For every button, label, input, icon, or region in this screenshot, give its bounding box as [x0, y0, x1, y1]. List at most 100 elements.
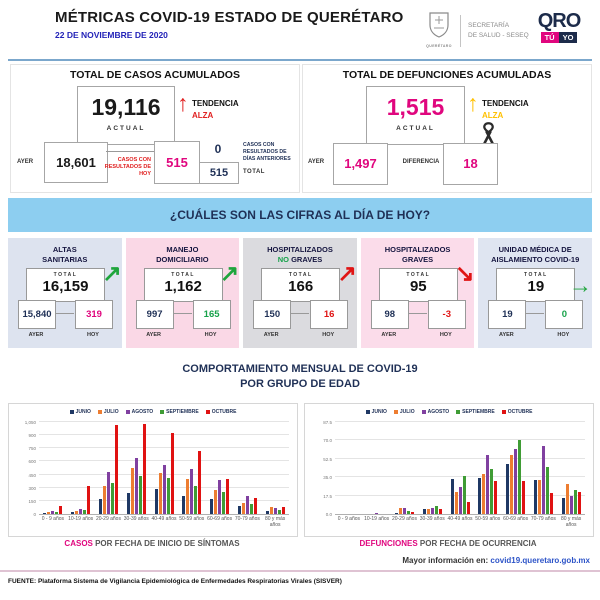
gridline: [335, 476, 585, 478]
legend-item: JUNIO: [69, 409, 91, 415]
header-rule: [8, 59, 592, 61]
daily-metric-panels-row: ALTAS SANITARIAS TOTAL 16,159 ↗ 15,840 319 AYER…: [8, 238, 592, 348]
bar: [253, 498, 257, 514]
more-info-link[interactable]: covid19.queretaro.gob.mx: [490, 556, 590, 565]
mourning-ribbon-icon: [481, 121, 496, 150]
legend-item: AGOSTO: [125, 409, 153, 415]
legend-swatch: [456, 410, 461, 414]
legend-swatch: [393, 410, 398, 414]
metric-hoy-label: HOY: [87, 332, 99, 338]
bar: [510, 455, 514, 514]
legend-item: JUNIO: [365, 409, 387, 415]
gridline: [39, 421, 289, 422]
bar-group: [529, 422, 557, 514]
bar: [75, 510, 79, 514]
daily-figures-banner: ¿CUÁLES SON LAS CIFRAS AL DÍA DE HOY?: [8, 198, 592, 232]
x-axis-tick-label: 20-29 años: [95, 516, 121, 522]
bar: [249, 503, 253, 514]
metric-panel: UNIDAD MÉDICA DE AISLAMIENTO COVID-19 TOTA…: [478, 238, 592, 348]
legend-swatch: [501, 410, 506, 414]
bar: [142, 423, 146, 514]
qro-logo: QRO TÚ YO: [530, 11, 588, 43]
bar-group: [502, 422, 530, 514]
bar: [265, 510, 269, 514]
legend-swatch: [421, 410, 426, 414]
queretaro-coat-of-arms: QUERÉTARO: [424, 11, 454, 48]
charts-section-title: COMPORTAMIENTO MENSUAL DE COVID-19 POR G…: [0, 362, 600, 393]
y-axis-tick-label: 0.0: [325, 512, 332, 517]
metric-title-segment: DOMICILIARIO: [156, 255, 209, 265]
metric-panel-title: MANEJO DOMICILIARIO: [126, 245, 240, 265]
casos-total-box: 515: [199, 162, 239, 184]
secretaria-line2: DE SALUD - SESEQ: [468, 31, 529, 39]
bar: [79, 508, 83, 514]
x-axis-tick-label: 80 y más años: [264, 516, 286, 528]
x-axis-tick-label: 70-79 años: [234, 516, 260, 522]
casos-ayer-box: 18,601: [44, 142, 108, 183]
casos-total-label: TOTAL: [243, 169, 265, 175]
x-axis-labels: 0 - 9 años 10-19 años 20-29 años 30-39 años…: [335, 516, 585, 528]
cases-by-age-chart: JUNIO JULIO AGOSTO SEPTIEMBRE OCTUBRE 0 150 300…: [8, 403, 298, 537]
metric-trend-arrow-icon: ↗: [219, 260, 240, 286]
bar-group: [39, 422, 67, 514]
bar: [218, 480, 222, 514]
metric-panel: ALTAS SANITARIAS TOTAL 16,159 ↗ 15,840 319 AYER…: [8, 238, 122, 348]
x-axis-tick-label: 30-39 años: [419, 516, 445, 522]
qro-logo-text: QRO: [537, 10, 582, 32]
metric-ayer-label: AYER: [263, 332, 279, 338]
metric-panel: HOSPITALIZADOS GRAVES TOTAL 95 ↘ 98 -3 AYER HOY: [360, 238, 475, 348]
gridline: [39, 434, 289, 436]
metric-total-value: 1,162: [164, 278, 202, 295]
bar: [541, 445, 545, 514]
queretaro-coat-of-arms-icon: [429, 12, 449, 38]
metric-panel: HOSPITALIZADOS NO GRAVES TOTAL 166 ↗ 150 16 AYE…: [243, 238, 357, 348]
metric-ayer-box: 150: [253, 300, 292, 329]
deaths-by-age-chart: JUNIO JULIO AGOSTO SEPTIEMBRE OCTUBRE 0.0 17.5…: [304, 403, 594, 537]
qro-yo-chip: YO: [558, 32, 578, 43]
bar: [482, 474, 486, 514]
bar: [569, 496, 573, 514]
more-info-label: Mayor información en:: [402, 556, 489, 565]
bar: [222, 491, 226, 514]
bar: [182, 495, 186, 514]
bar: [162, 464, 166, 514]
metric-total-value: 166: [288, 278, 314, 295]
casos-tendencia-label: TENDENCIA: [192, 99, 239, 108]
metric-hoy-label: HOY: [557, 332, 570, 338]
bar: [462, 476, 466, 514]
y-axis-tick-label: 900: [28, 433, 36, 439]
casos-anteriores-value: 0: [214, 142, 222, 156]
legend-label: JULIO: [399, 409, 415, 415]
bar: [273, 508, 277, 514]
chart-plot-area: 0.0 17.5 35.0 52.5 70.0 87.5: [323, 420, 585, 517]
x-axis-tick-label: 60-69 años: [207, 516, 233, 522]
defunciones-panel-title: TOTAL DE DEFUNCIONES ACUMULADAS: [342, 69, 552, 81]
casos-panel-title: TOTAL DE CASOS ACUMULADOS: [70, 69, 240, 81]
secretaria-label: SECRETARÍA DE SALUD - SESEQ: [468, 21, 529, 41]
metric-title-segment: ALTAS: [52, 245, 77, 254]
bar: [138, 475, 142, 514]
header-divider: [460, 15, 461, 47]
legend-swatch: [365, 410, 370, 414]
legend-swatch: [97, 410, 102, 414]
deaths-caption-highlight: DEFUNCIONES: [359, 539, 418, 548]
bar: [549, 492, 553, 514]
bar: [402, 507, 406, 514]
metric-panel-title: HOSPITALIZADOS GRAVES: [361, 245, 475, 265]
metric-title-segment: SANITARIAS: [42, 255, 88, 265]
bar: [466, 502, 470, 514]
bar: [190, 469, 194, 514]
gridline: [335, 439, 585, 441]
casos-total-value: 515: [209, 167, 229, 179]
metric-title-segment: GRAVES: [402, 255, 434, 265]
more-info: Mayor información en: covid19.queretaro.…: [402, 556, 590, 565]
bar-group: [335, 422, 363, 514]
bar: [430, 507, 434, 514]
metric-hoy-box: 0: [545, 300, 584, 329]
cases-caption-highlight: CASOS: [64, 539, 93, 548]
defunciones-ayer-value: 1,497: [344, 156, 377, 171]
casos-actual-box: 19,116 ACTUAL: [77, 86, 175, 145]
metric-total-box: TOTAL 166: [261, 268, 341, 302]
x-axis-tick-label: 70-79 años: [530, 516, 556, 522]
bar: [134, 457, 138, 514]
